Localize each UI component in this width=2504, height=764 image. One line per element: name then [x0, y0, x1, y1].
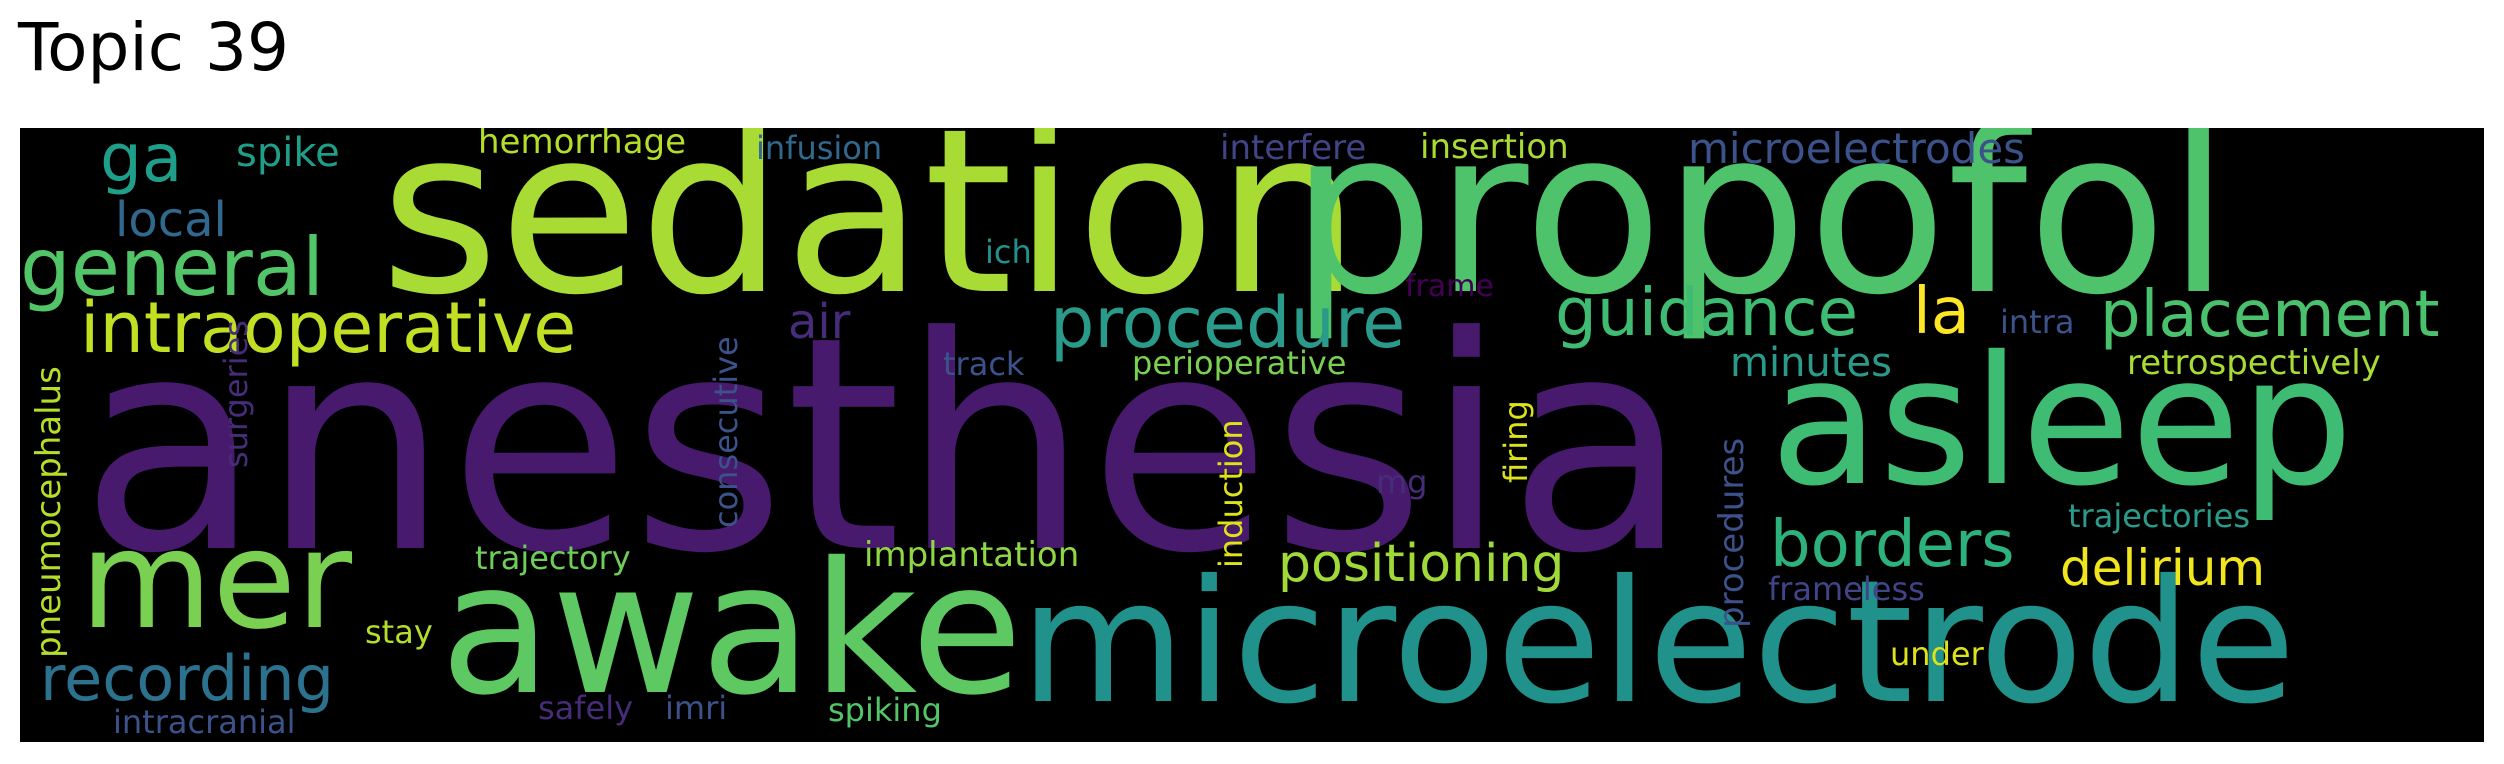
word-guidance: guidance [1555, 274, 1859, 351]
word-surgeries: surgeries [217, 320, 255, 468]
word-microelectrodes: microelectrodes [1688, 128, 2026, 173]
word-pneumocephalus: pneumocephalus [29, 366, 69, 658]
word-mer: mer [80, 502, 353, 660]
word-la: la [1913, 275, 1970, 349]
word-safely: safely [538, 689, 634, 727]
word-intraoperative: intraoperative [80, 287, 577, 369]
word-ga: ga [100, 128, 183, 197]
word-asleep: asleep [1770, 318, 2354, 525]
word-cloud: anesthesia sedation propofol asleep awak… [20, 128, 2484, 742]
word-placement: placement [2100, 278, 2440, 352]
word-spiking: spiking [828, 691, 942, 729]
word-infusion: infusion [756, 129, 883, 167]
word-interfere: interfere [1220, 128, 1367, 168]
word-intracranial: intracranial [113, 703, 296, 741]
word-under: under [1890, 635, 1984, 673]
word-minutes: minutes [1730, 340, 1892, 386]
word-ich: ich [985, 233, 1032, 271]
word-local: local [115, 192, 227, 248]
word-retrospectively: retrospectively [2127, 343, 2381, 383]
word-general: general [20, 221, 325, 314]
page-title: Topic 39 [18, 9, 289, 86]
word-hemorrhage: hemorrhage [478, 128, 687, 162]
word-frameless: frameless [1768, 570, 1925, 608]
word-procedure: procedure [1050, 282, 1406, 364]
word-awake: awake [440, 523, 1023, 735]
word-imri: imri [665, 689, 728, 727]
word-procedures: procedures [1712, 437, 1752, 628]
word-mg: mg [1376, 463, 1428, 501]
word-spike: spike [236, 130, 340, 176]
word-positioning: positioning [1278, 534, 1565, 594]
word-air: air [788, 294, 851, 350]
word-trajectory: trajectory [475, 539, 631, 577]
word-delirium: delirium [2060, 539, 2266, 597]
word-implantation: implantation [864, 535, 1080, 575]
word-firing: firing [1497, 400, 1535, 483]
word-propofol: propofol [1290, 128, 2231, 345]
word-track: track [943, 345, 1025, 383]
word-recording: recording [40, 642, 334, 715]
word-perioperative: perioperative [1132, 344, 1347, 382]
word-anesthesia: anesthesia [80, 273, 1689, 618]
word-insertion: insertion [1420, 128, 1569, 167]
word-sedation: sedation [380, 128, 1361, 345]
word-borders: borders [1770, 508, 2015, 582]
word-intra: intra [2000, 303, 2075, 341]
word-stay: stay [365, 613, 433, 651]
word-microelectrode: microelectrode [1020, 544, 2296, 742]
word-induction: induction [1212, 419, 1250, 568]
word-frame: frame [1405, 269, 1494, 304]
word-consecutive: consecutive [707, 336, 745, 528]
word-trajectories: trajectories [2068, 497, 2251, 535]
